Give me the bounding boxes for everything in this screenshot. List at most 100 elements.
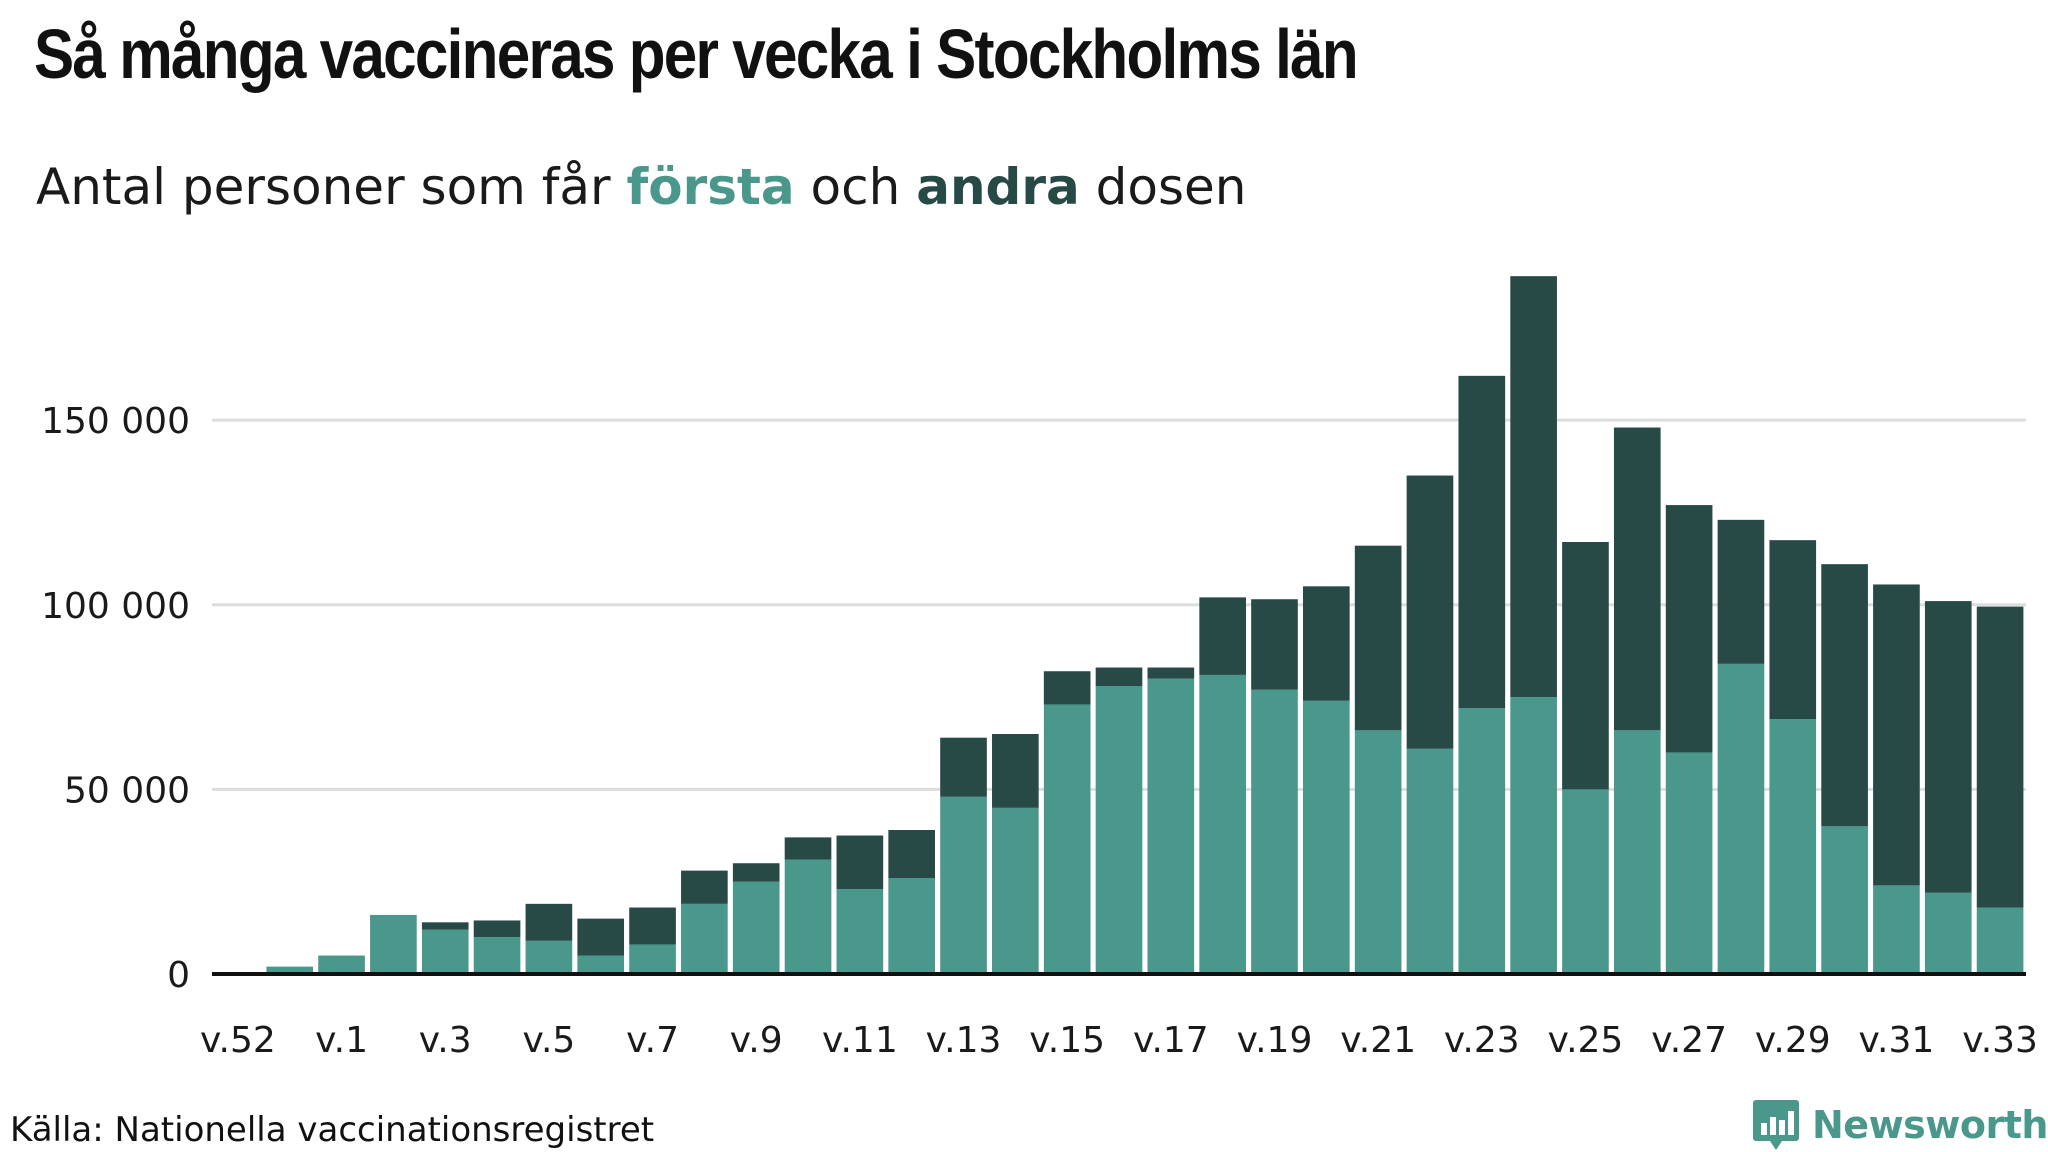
bar-first-dose — [1510, 697, 1557, 974]
bar-second-dose — [1147, 667, 1195, 679]
bar-second-dose — [629, 907, 676, 945]
chart-title: Så många vaccineras per vecka i Stockhol… — [34, 15, 1359, 93]
bar-first-dose — [732, 881, 780, 974]
y-tick-label: 50 000 — [64, 770, 190, 811]
bar-first-dose — [1717, 663, 1765, 974]
bar-first-dose — [1665, 752, 1713, 974]
x-tick-label: v.13 — [926, 1020, 1002, 1061]
x-tick-label: v.11 — [822, 1020, 898, 1061]
bar-second-dose — [421, 922, 469, 930]
bar-second-dose — [473, 920, 521, 938]
y-tick-label: 150 000 — [41, 401, 190, 442]
newsworthy-logo-icon — [1753, 1100, 1799, 1150]
chart-subtitle: Antal personer som får första och andra … — [36, 158, 1246, 216]
bar-first-dose — [681, 903, 728, 974]
bar-second-dose — [1251, 599, 1298, 690]
bar-second-dose — [1821, 564, 1868, 827]
bar-first-dose — [525, 940, 573, 974]
bar-first-dose — [1147, 678, 1195, 974]
bar-second-dose — [888, 830, 936, 878]
x-tick-label: v.15 — [1029, 1020, 1105, 1061]
bar-second-dose — [992, 734, 1039, 808]
subtitle-prefix: Antal personer som får — [36, 158, 627, 216]
legend-second-dose: andra — [916, 158, 1080, 216]
bar-second-dose — [784, 837, 832, 860]
y-axis-ticks: 0 50 000 100 000 150 000 — [41, 401, 190, 996]
bar-second-dose — [1613, 427, 1661, 731]
bar-second-dose — [1976, 606, 2024, 908]
legend-first-dose: första — [626, 158, 795, 216]
x-tick-label: v.52 — [200, 1020, 276, 1061]
bar-first-dose — [1043, 704, 1091, 974]
x-tick-label: v.3 — [419, 1020, 472, 1061]
bar-first-dose — [784, 859, 832, 974]
bar-first-dose — [473, 937, 521, 974]
bar-first-dose — [266, 966, 314, 974]
y-tick-label: 0 — [167, 955, 190, 996]
bar-first-dose — [888, 878, 936, 974]
x-tick-label: v.27 — [1651, 1020, 1727, 1061]
x-tick-label: v.5 — [522, 1020, 575, 1061]
bar-second-dose — [525, 903, 573, 941]
bar-second-dose — [732, 863, 780, 882]
bar-first-dose — [1458, 708, 1506, 974]
bar-first-dose — [992, 807, 1039, 974]
bar-first-dose — [1354, 730, 1402, 974]
subtitle-suffix: dosen — [1079, 158, 1247, 216]
x-tick-label: v.31 — [1859, 1020, 1935, 1061]
bar-first-dose — [1821, 826, 1868, 974]
bar-second-dose — [577, 918, 625, 956]
x-tick-label: v.29 — [1755, 1020, 1831, 1061]
bar-first-dose — [370, 914, 417, 974]
subtitle-middle: och — [794, 158, 917, 216]
bar-first-dose — [1199, 674, 1246, 974]
bar-second-dose — [1924, 601, 1972, 893]
bar-second-dose — [1043, 671, 1091, 705]
bar-second-dose — [1354, 545, 1402, 731]
bar-second-dose — [836, 835, 884, 890]
bar-second-dose — [1873, 584, 1920, 886]
brand-name: Newsworthy — [1812, 1103, 2048, 1147]
bar-second-dose — [1302, 586, 1350, 701]
bar-second-dose — [1406, 475, 1454, 749]
bar-second-dose — [1458, 375, 1506, 709]
x-tick-label: v.33 — [1962, 1020, 2038, 1061]
source-note: Källa: Nationella vaccinationsregistret — [10, 1110, 655, 1150]
x-tick-label: v.19 — [1237, 1020, 1313, 1061]
bar-first-dose — [1769, 719, 1817, 974]
bar-second-dose — [1717, 519, 1765, 664]
bar-first-dose — [1095, 686, 1143, 974]
bar-second-dose — [681, 870, 728, 904]
bar-first-dose — [1302, 700, 1350, 974]
bar-first-dose — [1562, 789, 1609, 974]
bar-first-dose — [1613, 730, 1661, 974]
bar-first-dose — [940, 796, 987, 974]
bar-first-dose — [318, 955, 365, 974]
bar-second-dose — [1665, 505, 1713, 753]
bar-first-dose — [421, 929, 469, 974]
x-axis-ticks: v.52 v.1 v.3 v.5 v.7 v.9 v.11 v.13 v.15 v.17 v.19 v… — [200, 1020, 2038, 1061]
bar-first-dose — [577, 955, 625, 974]
x-tick-label: v.23 — [1444, 1020, 1520, 1061]
bar-second-dose — [1562, 542, 1609, 790]
x-tick-label: v.25 — [1548, 1020, 1624, 1061]
x-tick-label: v.7 — [626, 1020, 679, 1061]
bar-second-dose — [1095, 667, 1143, 686]
brand-logo: Newsworthy — [1752, 1098, 2048, 1152]
x-tick-label: v.17 — [1133, 1020, 1209, 1061]
bar-first-dose — [1873, 885, 1920, 974]
bar-second-dose — [1199, 597, 1246, 675]
bar-first-dose — [1976, 907, 2024, 974]
bar-second-dose — [1510, 276, 1557, 698]
bar-second-dose — [940, 737, 987, 797]
bar-second-dose — [1769, 540, 1817, 720]
bars — [266, 276, 2024, 974]
bar-first-dose — [629, 944, 676, 974]
bar-first-dose — [836, 889, 884, 974]
bar-first-dose — [1406, 748, 1454, 974]
bar-first-dose — [1251, 689, 1298, 974]
bar-first-dose — [1924, 892, 1972, 974]
x-tick-label: v.9 — [730, 1020, 783, 1061]
x-tick-label: v.21 — [1340, 1020, 1416, 1061]
y-tick-label: 100 000 — [41, 586, 190, 627]
